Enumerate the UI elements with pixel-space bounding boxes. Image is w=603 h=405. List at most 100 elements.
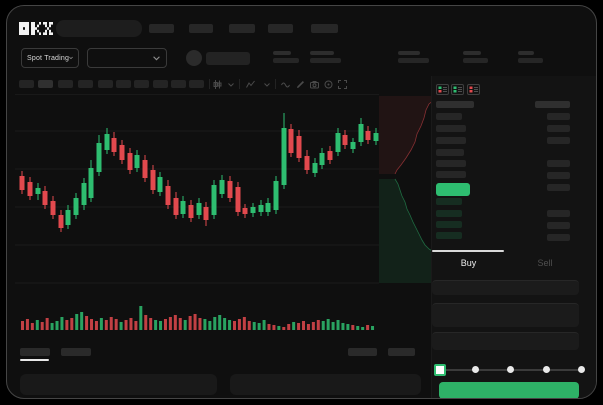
tab-buy[interactable]: Buy — [432, 254, 505, 272]
slider-stop[interactable] — [471, 366, 479, 373]
orders-panel-placeholder — [20, 374, 217, 395]
history-panel-placeholder — [230, 374, 421, 395]
timeframe-button[interactable] — [78, 80, 93, 88]
nav-item-placeholder[interactable] — [311, 24, 338, 33]
wave-tool-icon[interactable] — [281, 80, 290, 89]
orderbook-both-icon[interactable] — [436, 82, 449, 100]
ticker-value-placeholder — [463, 58, 488, 63]
settings-target-icon[interactable] — [324, 80, 333, 89]
timeframe-button[interactable] — [19, 80, 34, 88]
bottom-tab[interactable] — [388, 348, 415, 356]
timeframe-button-active[interactable] — [38, 80, 53, 88]
orderbook-row — [436, 221, 462, 228]
total-field[interactable] — [432, 332, 579, 350]
orderbook-row — [436, 137, 466, 144]
slider-handle[interactable] — [434, 364, 446, 376]
indicator-icon[interactable] — [246, 80, 255, 89]
amount-field[interactable] — [432, 303, 579, 327]
bottom-tab-active[interactable] — [20, 348, 50, 356]
nav-item-placeholder[interactable] — [268, 24, 293, 33]
chart-style-icon[interactable] — [213, 80, 222, 89]
chart-toolbar — [15, 76, 379, 95]
orderbook-row — [436, 160, 466, 167]
fullscreen-icon[interactable] — [338, 80, 347, 89]
bottom-tab[interactable] — [348, 348, 377, 356]
orderbook-row — [547, 234, 570, 241]
bottom-tab-indicator — [20, 359, 49, 361]
timeframe-button[interactable] — [58, 80, 73, 88]
orderbook-bids-icon[interactable] — [451, 82, 464, 100]
chevron-down-icon — [153, 55, 160, 60]
timeframe-button[interactable] — [98, 80, 113, 88]
ticker-stat-placeholder — [398, 51, 420, 55]
timeframe-button[interactable] — [116, 80, 131, 88]
chevron-down-icon[interactable] — [228, 83, 234, 87]
ticker-value-placeholder — [273, 58, 299, 63]
price-field[interactable] — [432, 280, 579, 295]
orderbook-row — [436, 171, 466, 178]
sell-tab-label: Sell — [537, 258, 553, 268]
toolbar-divider — [239, 79, 240, 89]
draw-pencil-icon[interactable] — [296, 80, 305, 89]
orderbook-row — [547, 172, 570, 179]
orderbook-row — [547, 222, 570, 229]
orderbook-row — [547, 137, 570, 144]
okx-logo — [19, 22, 53, 35]
orderbook-asks-icon[interactable] — [467, 82, 480, 100]
slider-stops — [434, 364, 585, 376]
orderbook-row — [547, 113, 570, 120]
pair-name-placeholder — [206, 52, 250, 65]
tab-sell[interactable]: Sell — [508, 254, 582, 272]
orderbook-row — [547, 210, 570, 217]
orderbook-row — [535, 101, 570, 108]
orderbook-row — [436, 210, 462, 217]
chevron-down-icon — [69, 56, 73, 60]
ticker-value-placeholder — [310, 58, 341, 63]
depth-chart — [379, 96, 434, 283]
timeframe-button[interactable] — [189, 80, 204, 88]
okx-logo-glyph — [19, 22, 53, 35]
market-type-dropdown[interactable]: Spot Trading — [21, 48, 79, 68]
orderbook-row — [436, 198, 462, 205]
timeframe-button[interactable] — [134, 80, 149, 88]
chevron-down-icon[interactable] — [264, 83, 270, 87]
orderbook-row — [436, 232, 462, 239]
orderbook-row — [436, 149, 464, 156]
search-input[interactable] — [56, 20, 142, 37]
amount-slider[interactable] — [434, 364, 585, 376]
volume-chart — [21, 306, 375, 330]
nav-item-placeholder[interactable] — [149, 24, 174, 33]
orderbook-row — [436, 125, 466, 132]
orderbook[interactable] — [432, 96, 592, 246]
trade-sidebar: Buy Sell — [431, 76, 596, 398]
buy-tab-label: Buy — [460, 258, 477, 268]
buy-tab-indicator — [432, 250, 504, 252]
ticker-value-placeholder — [398, 58, 429, 63]
candlestick-chart[interactable] — [15, 96, 379, 290]
app-window: Spot Trading — [6, 5, 597, 399]
timeframe-button[interactable] — [171, 80, 186, 88]
timeframe-button[interactable] — [153, 80, 168, 88]
buy-submit-button[interactable] — [439, 382, 579, 398]
coin-icon — [186, 50, 202, 66]
orderbook-row — [547, 160, 570, 167]
nav-item-placeholder[interactable] — [189, 24, 213, 33]
toolbar-divider — [275, 79, 276, 89]
pair-dropdown[interactable] — [87, 48, 167, 68]
ticker-stat-placeholder — [463, 51, 481, 55]
bottom-tab[interactable] — [61, 348, 91, 356]
market-type-label: Spot Trading — [27, 54, 70, 62]
camera-icon[interactable] — [310, 80, 319, 89]
nav-item-placeholder[interactable] — [229, 24, 255, 33]
orderbook-row — [547, 125, 570, 132]
orderbook-row — [436, 113, 462, 120]
last-price-button[interactable] — [436, 183, 470, 196]
orderbook-row — [547, 184, 570, 191]
slider-stop[interactable] — [578, 366, 585, 373]
slider-stop[interactable] — [507, 366, 514, 373]
ticker-stat-placeholder — [273, 51, 291, 55]
slider-stop[interactable] — [542, 366, 550, 373]
ticker-value-placeholder — [518, 58, 543, 63]
ticker-stat-placeholder — [310, 51, 334, 55]
